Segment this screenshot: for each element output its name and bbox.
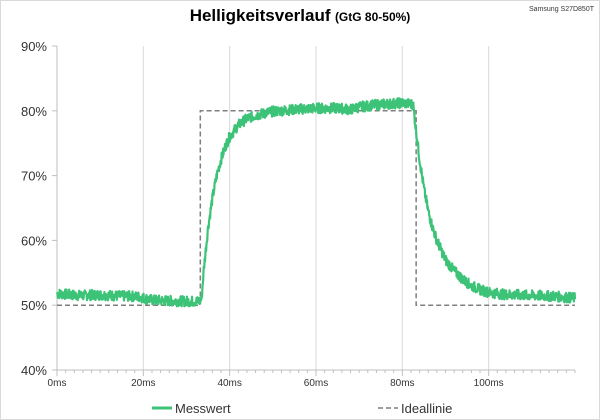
y-tick-label: 40%	[21, 363, 47, 378]
y-tick-label: 70%	[21, 169, 47, 184]
x-tick-label: 20ms	[131, 378, 155, 389]
y-tick-label: 50%	[21, 298, 47, 313]
y-tick-label: 90%	[21, 39, 47, 54]
series-messwert	[56, 97, 577, 308]
device-label: Samsung S27D850T	[529, 6, 594, 13]
chart-title-block: Helligkeitsverlauf (GtG 80-50%)	[0, 6, 600, 26]
legend-label-ideallinie: Ideallinie	[401, 401, 452, 416]
chart-title: Helligkeitsverlauf	[189, 6, 331, 25]
x-tick-label: 40ms	[217, 378, 241, 389]
x-tick-label: 80ms	[390, 378, 414, 389]
y-tick-label: 60%	[21, 233, 47, 248]
legend-label-messwert: Messwert	[175, 401, 231, 416]
x-tick-label: 100ms	[474, 378, 504, 389]
y-tick-label: 80%	[21, 104, 47, 119]
chart-subtitle: (GtG 80-50%)	[334, 10, 411, 24]
x-tick-label: 0ms	[48, 378, 67, 389]
x-tick-label: 60ms	[304, 378, 328, 389]
